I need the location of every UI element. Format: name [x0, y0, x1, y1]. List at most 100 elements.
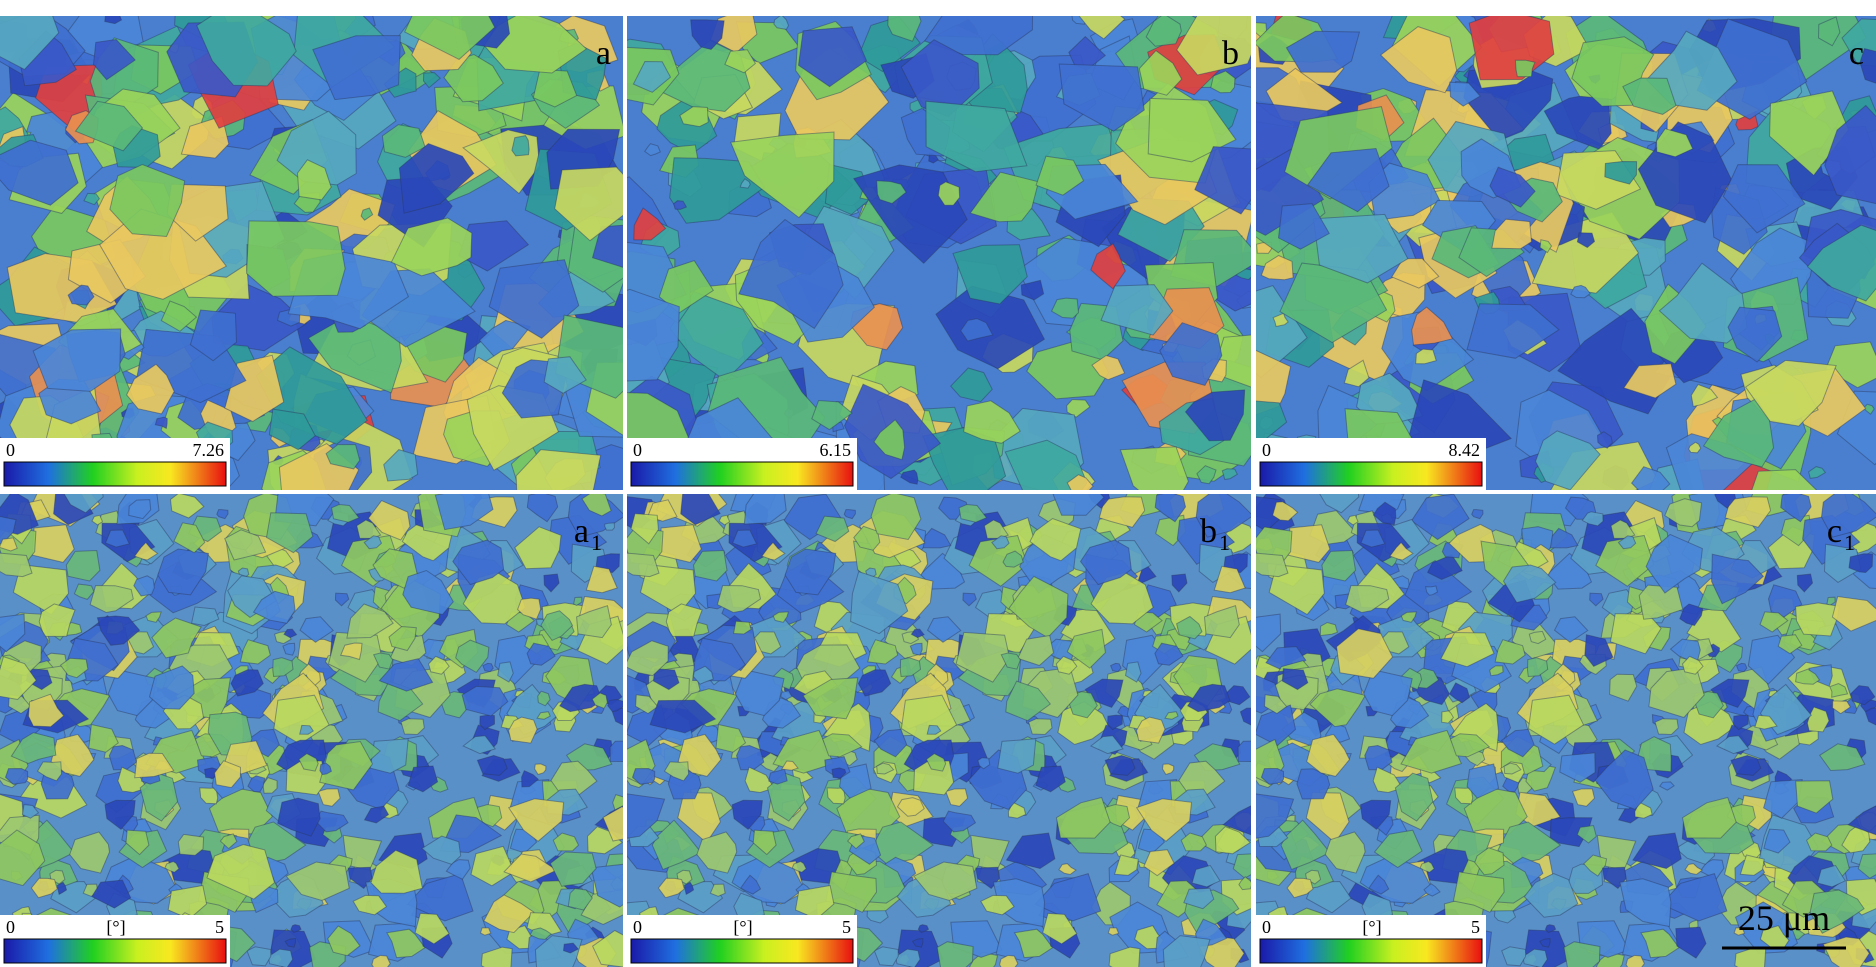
grain: [1066, 474, 1094, 490]
grain: [1424, 585, 1439, 596]
grain: [604, 522, 616, 531]
grain: [1688, 441, 1702, 454]
grain: [1619, 878, 1672, 928]
grain: [1576, 824, 1597, 844]
grain: [870, 494, 922, 541]
grain: [1806, 706, 1830, 733]
grain: [1020, 279, 1045, 301]
grain: [285, 760, 327, 796]
grain: [145, 611, 162, 623]
grain: [631, 767, 656, 785]
grain: [811, 399, 853, 431]
grain: [1154, 494, 1187, 523]
grain: [1816, 864, 1847, 888]
grain: [649, 699, 717, 734]
grain: [1637, 736, 1672, 773]
grain: [1035, 765, 1066, 793]
colorbar-unit: [°]: [106, 917, 125, 937]
grain: [1400, 611, 1418, 623]
grain: [154, 416, 168, 430]
grain: [268, 408, 316, 451]
grain: [1763, 828, 1791, 854]
grain: [461, 685, 509, 717]
grain: [1449, 81, 1481, 107]
grain: [969, 171, 1040, 223]
grain: [402, 569, 454, 616]
grain: [952, 244, 1028, 305]
panel-label: a: [596, 35, 611, 72]
grain: [352, 894, 388, 916]
grain: [104, 799, 136, 830]
grain: [761, 541, 786, 561]
grain: [850, 570, 909, 635]
colorbar: [1259, 461, 1483, 487]
grain: [1237, 740, 1251, 762]
grain: [665, 603, 703, 637]
grain: [1343, 359, 1370, 388]
grain: [549, 851, 597, 887]
grain: [1640, 928, 1680, 959]
panel: b 0 6.15: [627, 16, 1251, 490]
grain: [1256, 613, 1282, 653]
grain: [169, 494, 205, 519]
grain: [1730, 754, 1762, 776]
grain: [334, 592, 350, 607]
grain: [1079, 539, 1132, 586]
grain: [847, 833, 865, 850]
grain: [65, 549, 101, 582]
grain: [540, 610, 574, 642]
grain: [1559, 752, 1596, 783]
grain: [434, 494, 494, 531]
grain: [1090, 571, 1154, 625]
grain: [8, 694, 32, 715]
grain: [160, 300, 198, 332]
grain: [692, 549, 728, 582]
grain: [125, 829, 150, 856]
grain: [633, 207, 667, 241]
grain: [1379, 26, 1458, 94]
grain: [239, 639, 271, 665]
grain: [532, 68, 578, 108]
grain: [265, 512, 314, 554]
grain: [63, 494, 104, 514]
grain: [1345, 584, 1390, 614]
grain: [743, 494, 787, 525]
grain: [1622, 77, 1677, 115]
grain: [784, 548, 837, 596]
grain: [31, 524, 75, 563]
grain: [1309, 688, 1367, 728]
grain: [644, 143, 661, 157]
grain: [1419, 860, 1435, 873]
grain: [831, 767, 847, 779]
grain: [768, 768, 788, 785]
grain: [299, 616, 335, 643]
grain: [1263, 694, 1288, 715]
grain: [360, 207, 374, 221]
grain: [1526, 657, 1549, 678]
grain: [252, 590, 296, 624]
grain: [1471, 509, 1484, 520]
grain: [1408, 690, 1421, 701]
grain: [452, 539, 505, 586]
grain: [1527, 694, 1585, 745]
grain: [1154, 642, 1184, 666]
grain: [38, 603, 76, 637]
grain: [630, 513, 659, 545]
grain: [0, 829, 46, 887]
panel-label-subscript: 1: [1219, 530, 1230, 555]
grain: [91, 514, 104, 526]
grain: [715, 723, 747, 753]
grain: [1147, 97, 1237, 163]
grain: [1466, 763, 1500, 799]
grain: [1109, 662, 1122, 673]
grain: [445, 859, 471, 880]
grain: [873, 728, 908, 758]
grain: [1391, 257, 1440, 289]
grain: [1664, 498, 1703, 528]
grain: [139, 772, 179, 822]
grain: [913, 861, 978, 902]
grain: [928, 152, 939, 164]
grain: [406, 872, 474, 922]
grain: [942, 810, 977, 833]
grain: [716, 584, 762, 614]
